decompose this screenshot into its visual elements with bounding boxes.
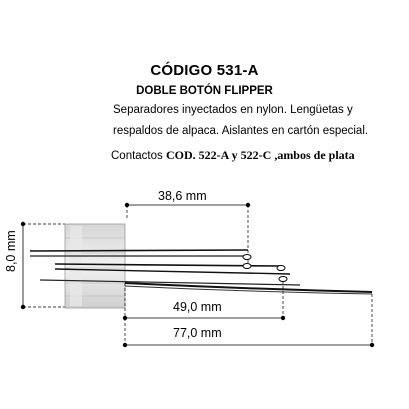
dimension-mid-width: 49,0 mm (122, 300, 286, 321)
contacts-line: Contactos COD. 522-A y 522-C ,ambos de p… (111, 148, 355, 163)
insulator-block (64, 223, 126, 309)
extension-lines (124, 281, 373, 346)
description-line-2: respaldos de alpaca. Aislantes en cartón… (113, 125, 369, 137)
product-code-title: CÓDIGO 531-A (150, 62, 259, 79)
stack-height-label: 8,0 mm (4, 230, 18, 272)
mid-width-label: 49,0 mm (173, 300, 222, 314)
dimension-top-width: 38,6 mm (124, 189, 251, 263)
contact-blades (29, 249, 373, 295)
description-line-1: Separadores inyectados en nylon. Lengüet… (113, 104, 353, 116)
total-width-label: 77,0 mm (173, 326, 222, 340)
top-width-label: 38,6 mm (158, 189, 207, 203)
contacts-value: COD. 522-A y 522-C ,ambos de plata (165, 148, 355, 162)
product-type-subtitle: DOBLE BOTÓN FLIPPER (136, 85, 273, 97)
dimension-total-width: 77,0 mm (122, 326, 375, 348)
dimension-stack-height: 8,0 mm (4, 221, 65, 310)
contacts-label: Contactos (111, 150, 163, 162)
